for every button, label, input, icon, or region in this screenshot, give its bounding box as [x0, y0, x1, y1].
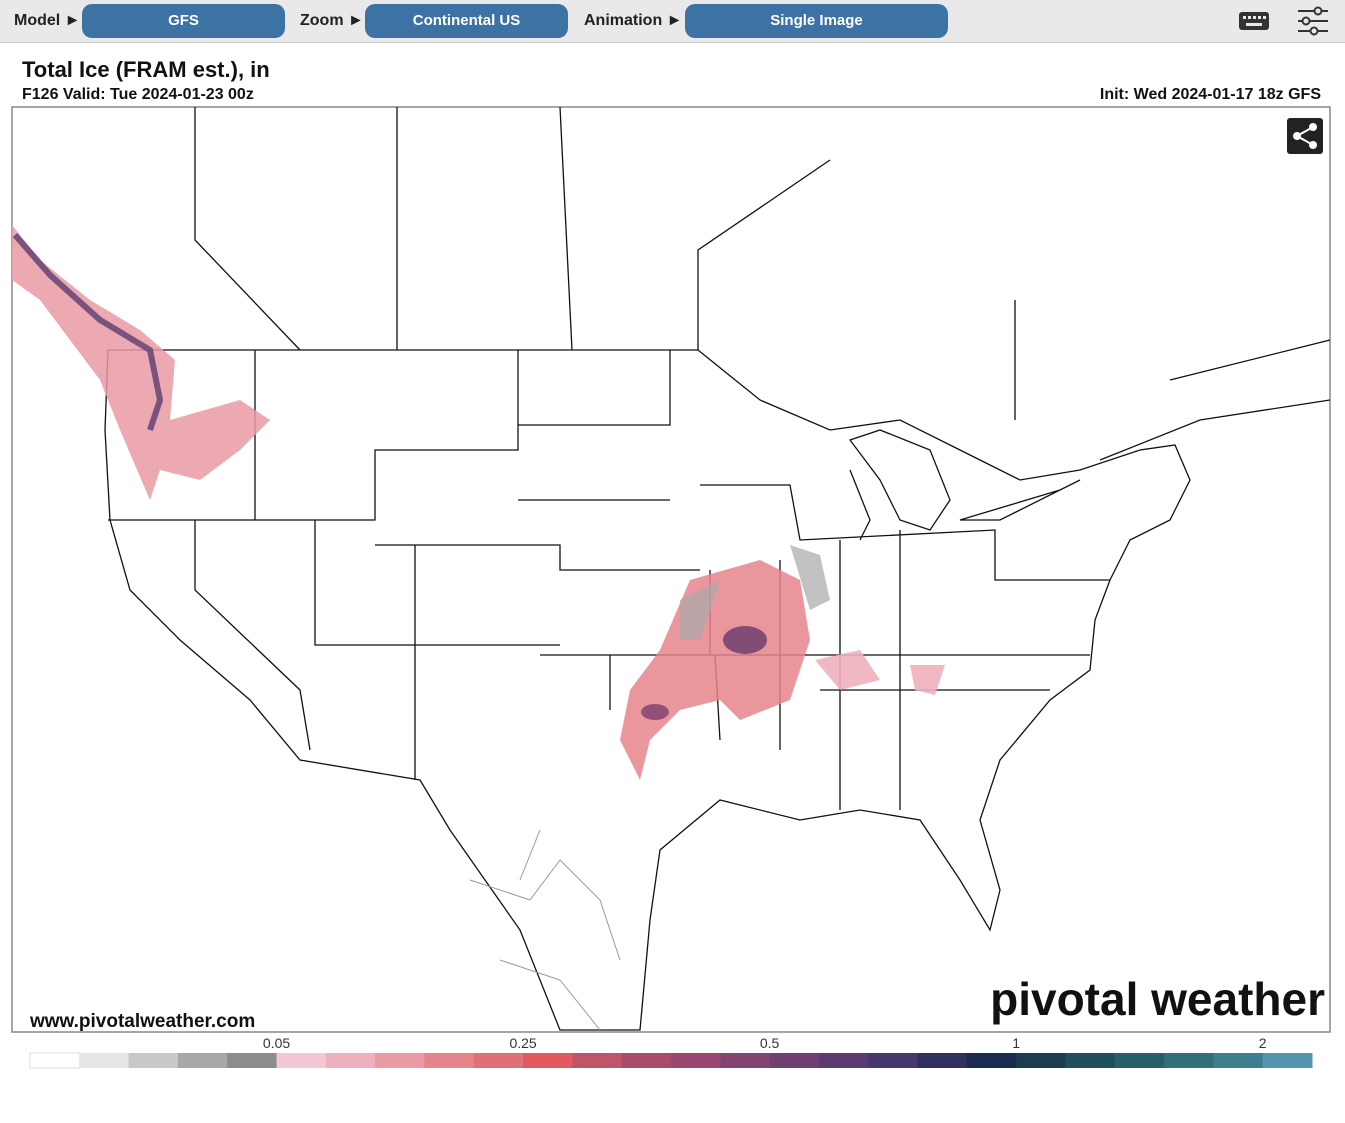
animation-button[interactable]: Single Image: [685, 4, 948, 38]
keyboard-icon[interactable]: [1238, 10, 1270, 32]
zoom-label: Zoom ►: [300, 12, 364, 29]
colorbar-swatch: [917, 1053, 968, 1068]
ice-areas: [12, 225, 945, 780]
colorbar: 0.05 0.25 0.5 1 2: [29, 1035, 1313, 1069]
zoom-button[interactable]: Continental US: [365, 4, 568, 38]
colorbar-swatch: [375, 1053, 425, 1068]
colorbar-swatch: [1065, 1053, 1116, 1068]
colorbar-swatch: [128, 1053, 179, 1068]
colorbar-label: 0.25: [509, 1035, 536, 1051]
mexico-states: [469, 829, 621, 1031]
colorbar-swatch: [1213, 1053, 1264, 1068]
colorbar-swatch: [769, 1053, 820, 1068]
website-watermark: www.pivotalweather.com: [29, 1011, 255, 1032]
colorbar-swatch: [1262, 1053, 1313, 1068]
colorbar-label: 1: [1012, 1035, 1020, 1051]
init-time: Init: Wed 2024-01-17 18z GFS: [1099, 86, 1321, 103]
colorbar-swatch: [1164, 1053, 1214, 1068]
model-label: Model ►: [14, 12, 81, 29]
colorbar-swatch: [276, 1053, 327, 1068]
colorbar-swatch: [1016, 1053, 1066, 1068]
toolbar: Model ► GFS Zoom ► Continental US Animat…: [0, 0, 1345, 43]
colorbar-swatch: [79, 1053, 130, 1068]
colorbar-swatch: [720, 1053, 771, 1068]
brand-watermark: pivotal weather: [990, 973, 1325, 1025]
colorbar-swatch: [868, 1053, 919, 1068]
colorbar-swatch: [29, 1052, 81, 1069]
boundaries: [104, 106, 1331, 1031]
map-title: Total Ice (FRAM est.), in: [22, 57, 270, 82]
share-button[interactable]: [1287, 118, 1323, 154]
colorbar-swatch: [177, 1053, 228, 1068]
colorbar-swatch: [621, 1053, 672, 1068]
colorbar-swatch: [572, 1053, 623, 1068]
colorbar-swatch: [671, 1053, 721, 1068]
colorbar-label: 0.5: [760, 1035, 780, 1051]
settings-icon[interactable]: [1296, 5, 1330, 37]
colorbar-swatch: [818, 1053, 869, 1068]
colorbar-swatch: [523, 1053, 573, 1068]
animation-label: Animation ►: [584, 12, 683, 29]
model-button[interactable]: GFS: [82, 4, 285, 38]
colorbar-swatch: [227, 1053, 278, 1068]
colorbar-swatch: [424, 1053, 475, 1068]
colorbar-label: 2: [1259, 1035, 1267, 1051]
valid-time: F126 Valid: Tue 2024-01-23 00z: [22, 86, 254, 103]
colorbar-swatch: [966, 1053, 1017, 1068]
colorbar-label: 0.05: [263, 1035, 290, 1051]
colorbar-swatch: [1114, 1053, 1165, 1068]
colorbar-swatch: [325, 1053, 376, 1068]
colorbar-swatch: [473, 1053, 524, 1068]
